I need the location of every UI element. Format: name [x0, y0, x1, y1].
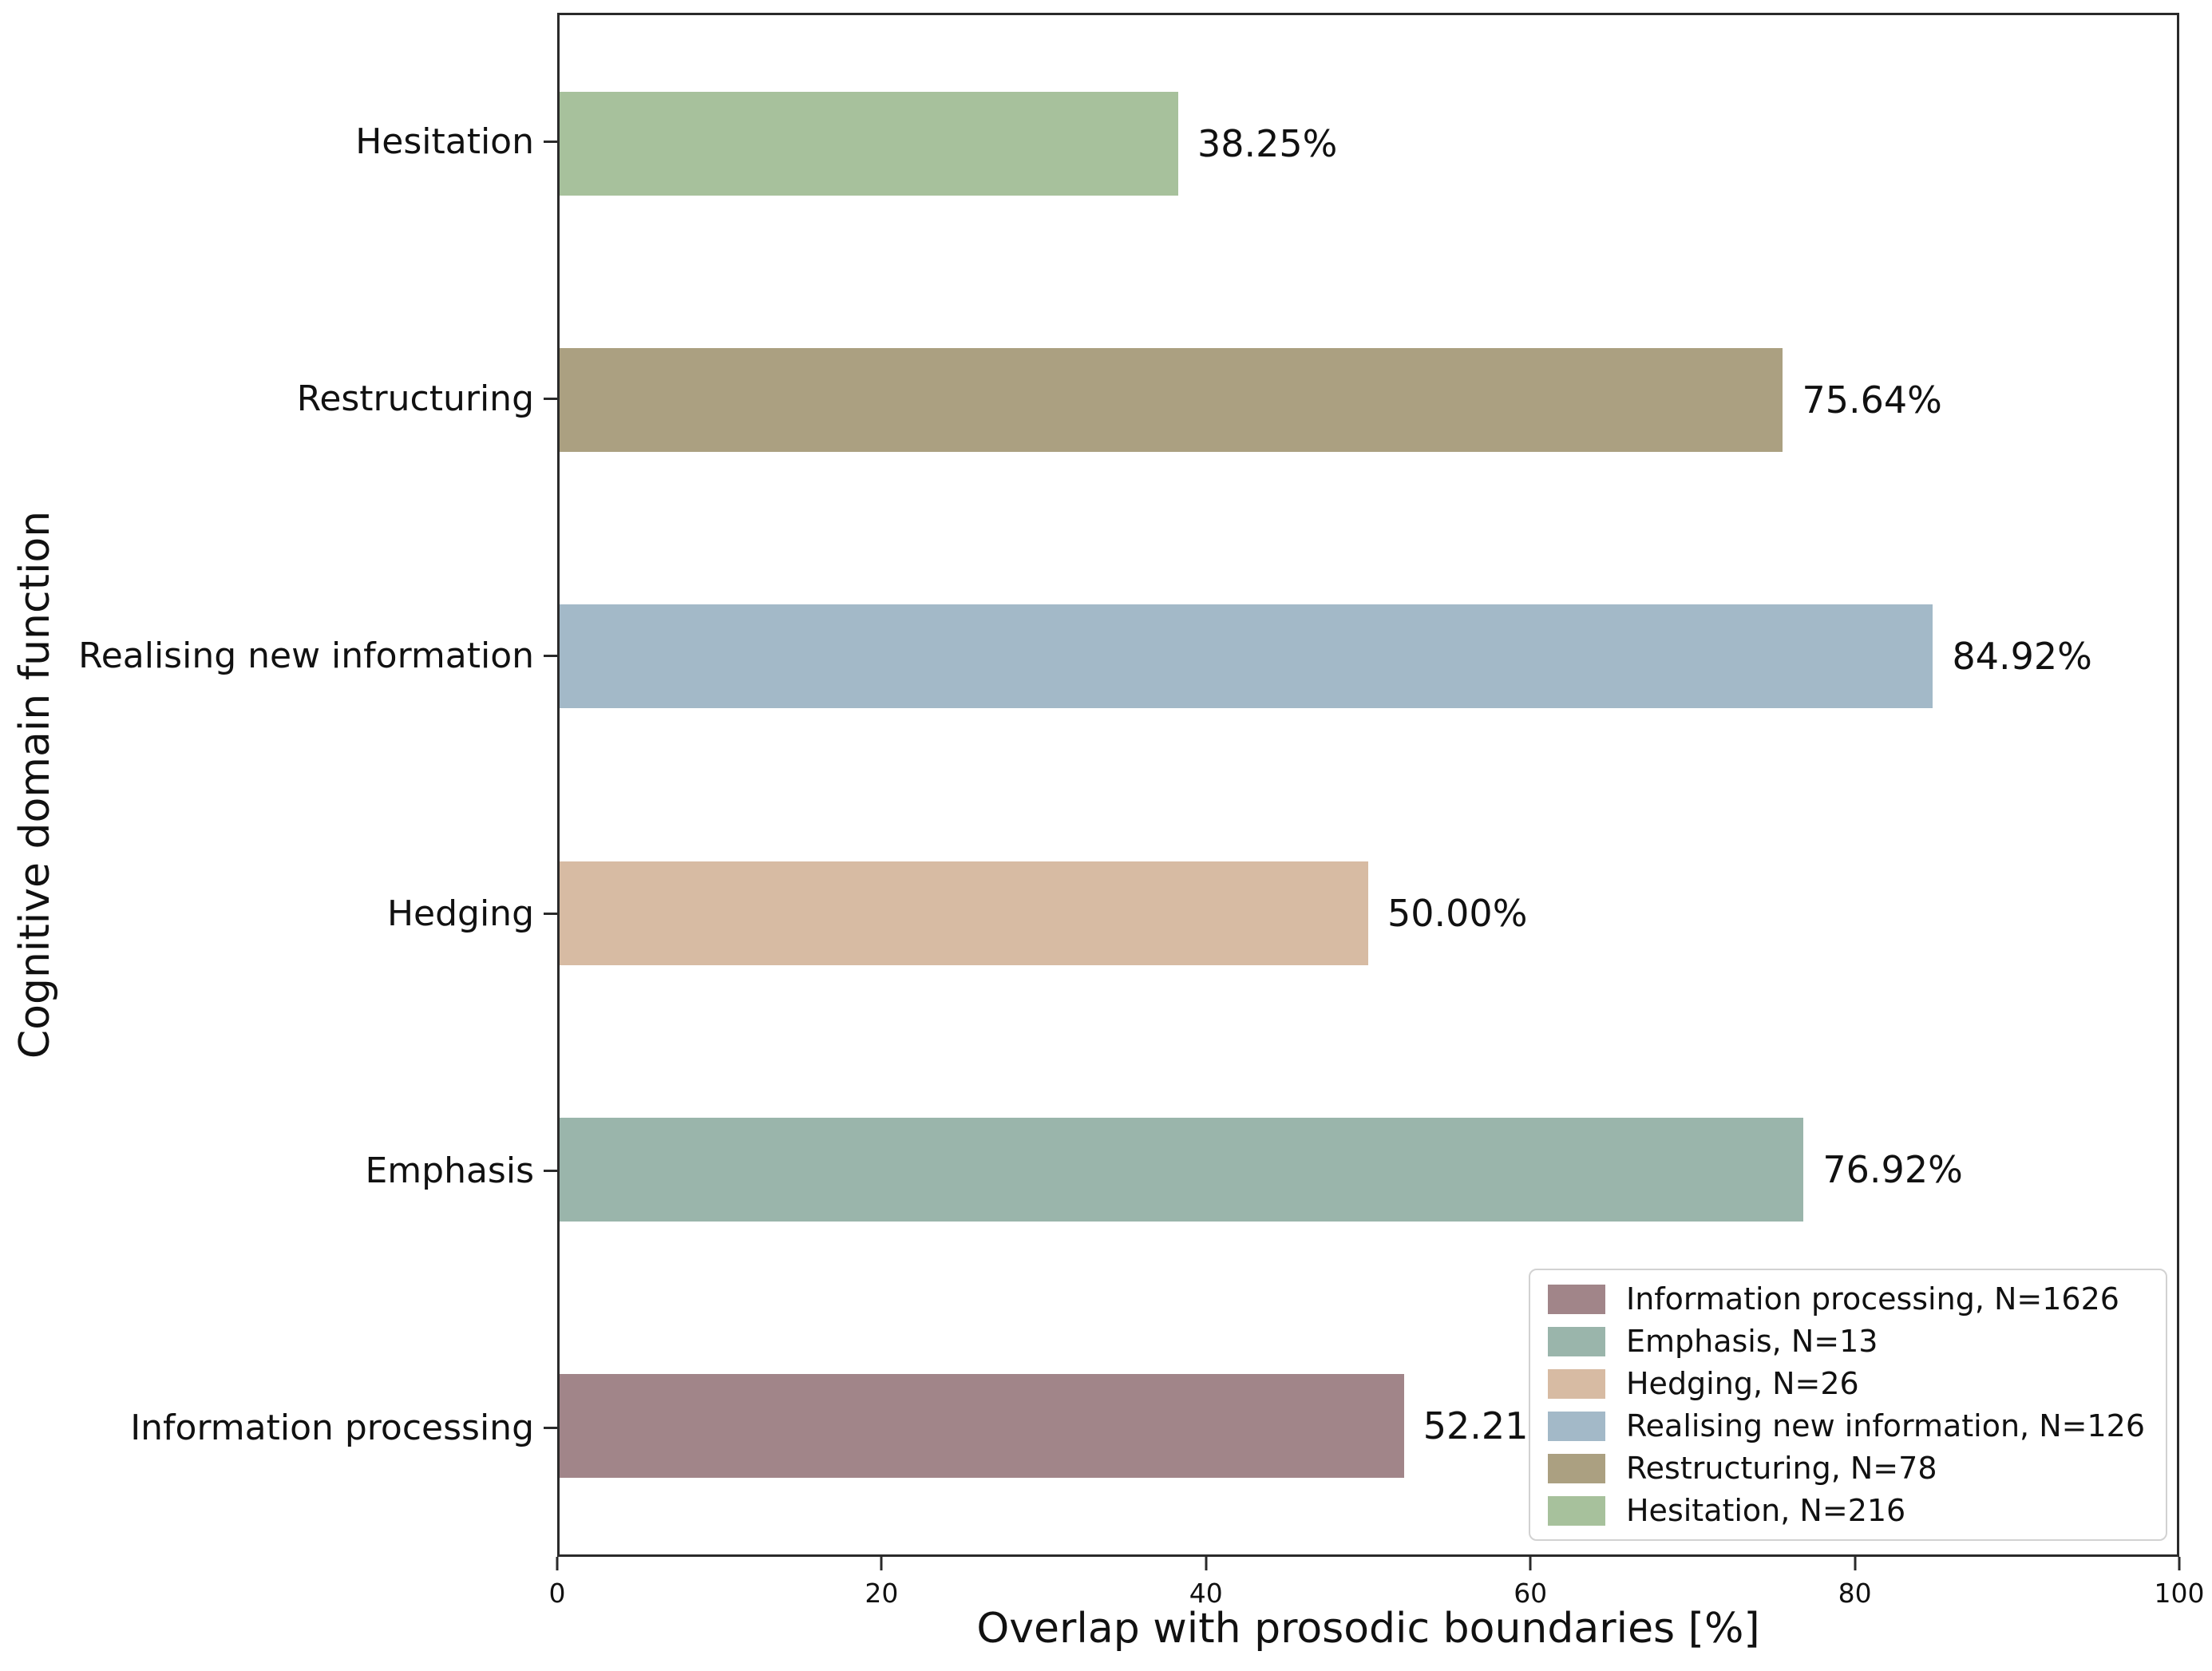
y-tick-label-hesitation: Hesitation [355, 121, 534, 162]
legend-swatch [1547, 1368, 1605, 1399]
x-tick-mark [556, 1557, 559, 1570]
legend-swatch [1547, 1411, 1605, 1441]
x-tick-label-100: 100 [2154, 1578, 2205, 1609]
y-tick-mark [544, 912, 557, 915]
x-tick-mark [2178, 1557, 2181, 1570]
y-tick-mark [544, 655, 557, 658]
bar-hedging [560, 861, 1368, 965]
legend-label: Restructuring, N=78 [1625, 1451, 1937, 1486]
legend-item-emphasis: Emphasis, N=13 [1547, 1324, 2145, 1359]
legend-label: Hesitation, N=216 [1625, 1493, 1906, 1528]
y-tick-mark [544, 140, 557, 143]
x-tick-mark [880, 1557, 883, 1570]
plot-area: 38.25% 75.64% 84.92% 50.00% 76.92% 52.21% Inf… [557, 13, 2179, 1557]
legend-label: Emphasis, N=13 [1625, 1324, 1878, 1359]
legend-item-hesitation: Hesitation, N=216 [1547, 1493, 2145, 1528]
legend-item-hedging: Hedging, N=26 [1547, 1366, 2145, 1401]
y-tick-row-realising-new-information: Realising new information [0, 528, 557, 785]
y-tick-row-emphasis: Emphasis [0, 1042, 557, 1299]
bar-value-label-hedging: 50.00% [1387, 891, 1528, 935]
y-tick-label-information-processing: Information processing [130, 1408, 534, 1449]
x-axis-ticks: 0 20 40 60 80 100 [549, 1557, 2205, 1629]
bar-value-label-realising-new-information: 84.92% [1952, 635, 2092, 679]
y-tick-row-restructuring: Restructuring [0, 270, 557, 527]
bar-value-label-emphasis: 76.92% [1822, 1147, 1963, 1191]
x-tick-label-40: 40 [1189, 1578, 1223, 1609]
y-tick-label-realising-new-information: Realising new information [78, 636, 534, 677]
y-tick-label-restructuring: Restructuring [296, 378, 534, 419]
legend-swatch [1547, 1495, 1605, 1526]
y-tick-mark [544, 1427, 557, 1430]
legend-swatch [1547, 1453, 1605, 1483]
x-tick-label-20: 20 [865, 1578, 899, 1609]
legend-item-realising-new-information: Realising new information, N=126 [1547, 1408, 2145, 1443]
bar-realising-new-information [560, 604, 1933, 709]
y-tick-label-hedging: Hedging [386, 893, 534, 934]
chart-row-hesitation: 38.25% [560, 15, 2177, 271]
x-tick-label-80: 80 [1838, 1578, 1872, 1609]
x-tick-mark [1205, 1557, 1208, 1570]
y-tick-mark [544, 397, 557, 400]
y-tick-labels: Hesitation Restructuring Realising new inf… [0, 13, 557, 1557]
bar-restructuring [560, 347, 1783, 452]
legend-label: Information processing, N=1626 [1625, 1281, 2119, 1317]
chart-row-hedging: 50.00% [560, 785, 2177, 1041]
bar-information-processing [560, 1374, 1404, 1479]
legend-label: Hedging, N=26 [1625, 1366, 1859, 1401]
legend: Information processing, N=1626 Emphasis, … [1528, 1269, 2167, 1541]
x-tick-mark [1529, 1557, 1532, 1570]
legend-item-information-processing: Information processing, N=1626 [1547, 1281, 2145, 1317]
chart-row-emphasis: 76.92% [560, 1041, 2177, 1297]
x-axis-title: Overlap with prosodic boundaries [%] [976, 1605, 1760, 1653]
bar-value-label-hesitation: 38.25% [1197, 121, 1338, 165]
bar-value-label-restructuring: 75.64% [1802, 378, 1942, 422]
legend-swatch [1547, 1326, 1605, 1356]
x-tick-label-0: 0 [548, 1578, 566, 1609]
chart-row-realising-new-information: 84.92% [560, 529, 2177, 785]
legend-label: Realising new information, N=126 [1625, 1408, 2145, 1443]
legend-item-restructuring: Restructuring, N=78 [1547, 1451, 2145, 1486]
x-tick-label-60: 60 [1514, 1578, 1548, 1609]
x-tick-mark [1854, 1557, 1857, 1570]
bar-hesitation [560, 91, 1178, 196]
legend-swatch [1547, 1284, 1605, 1314]
chart-row-information-processing: 52.21% [560, 1298, 2177, 1554]
chart-row-restructuring: 75.64% [560, 271, 2177, 528]
bar-emphasis [560, 1117, 1804, 1222]
bar-rows: 38.25% 75.64% 84.92% 50.00% 76.92% 52.21% [560, 15, 2177, 1554]
y-tick-mark [544, 1169, 557, 1172]
y-tick-row-information-processing: Information processing [0, 1300, 557, 1557]
y-tick-row-hedging: Hedging [0, 785, 557, 1042]
y-tick-row-hesitation: Hesitation [0, 13, 557, 270]
y-tick-label-emphasis: Emphasis [365, 1150, 534, 1191]
